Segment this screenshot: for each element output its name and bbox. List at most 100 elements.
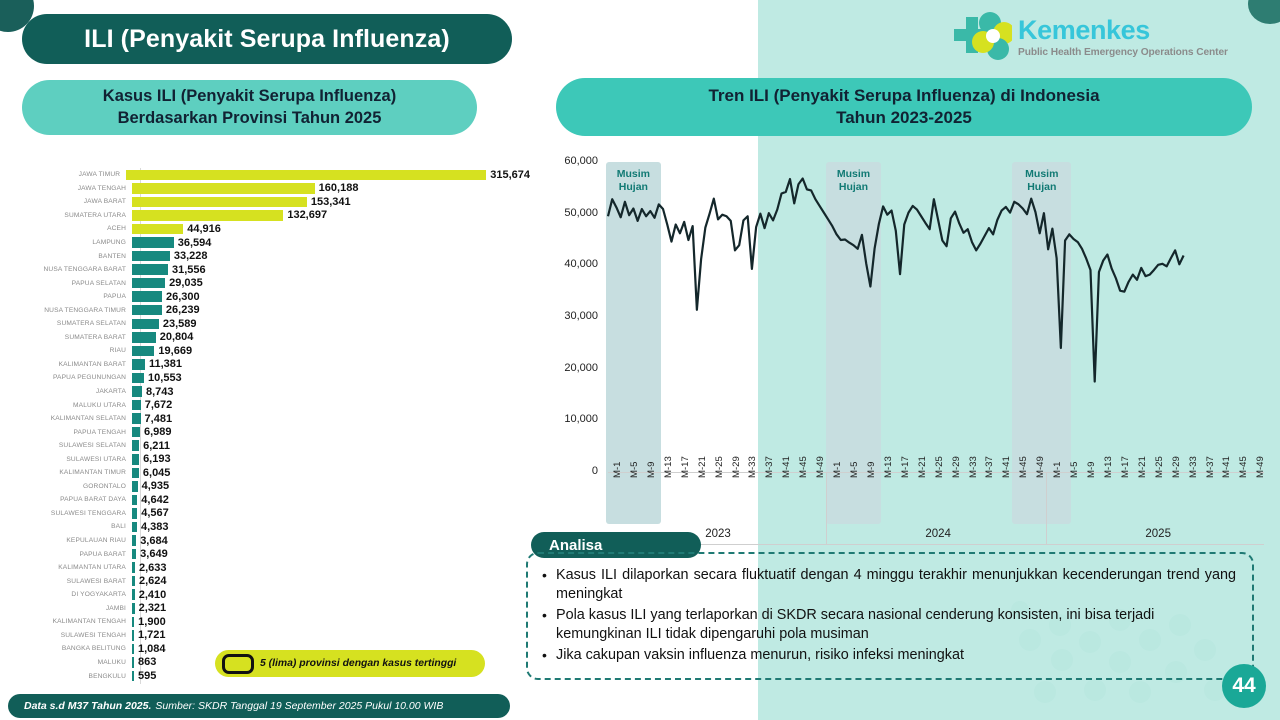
bar-fill	[132, 359, 145, 370]
bar-value-label: 2,410	[138, 588, 167, 601]
bar-value-label: 132,697	[287, 209, 328, 222]
bar-fill	[132, 643, 134, 655]
bar-fill	[132, 616, 135, 628]
bar-track: 2,321	[132, 602, 530, 616]
x-axis-tick-label: M-45	[1238, 456, 1250, 478]
bar-category-label: NUSA TENGGARA BARAT	[43, 266, 126, 274]
bar-track: 4,567	[132, 507, 530, 521]
province-bar-chart: JAWA TIMUR 315,674 JAWA TENGAH 160,188 JAWA …	[14, 168, 530, 684]
x-axis-tick-label: M-13	[1102, 456, 1114, 478]
bar-category-label: PAPUA BARAT	[79, 550, 126, 558]
bar-value-label: 11,381	[148, 358, 183, 371]
bar-category-label: ACEH	[107, 225, 126, 233]
bar-track: 31,556	[132, 263, 530, 277]
bar-fill	[132, 548, 137, 560]
bar-fill	[132, 196, 307, 208]
bar-value-label: 4,935	[141, 480, 170, 493]
bar-track: 6,211	[132, 439, 530, 453]
bar-row: SULAWESI BARAT 2,624	[14, 574, 530, 588]
bar-track: 2,624	[132, 574, 530, 588]
bar-row: KALIMANTAN UTARA 2,633	[14, 561, 530, 575]
bar-track: 160,188	[132, 182, 530, 196]
bar-row: MALUKU UTARA 7,672	[14, 398, 530, 412]
bar-track: 315,674	[126, 168, 530, 182]
x-axis-tick-label: M-25	[933, 456, 945, 478]
bar-value-label: 20,804	[159, 331, 194, 344]
bar-row: GORONTALO 4,935	[14, 480, 530, 494]
x-axis-tick-label: M-5	[628, 461, 640, 478]
x-axis-baseline	[608, 472, 1264, 473]
analysis-item-text: Pola kasus ILI yang terlaporkan di SKDR …	[556, 607, 1155, 643]
analysis-item-text: Kasus ILI dilaporkan secara fluktuatif d…	[556, 567, 1236, 603]
bar-row: PAPUA BARAT DAYA 4,642	[14, 493, 530, 507]
y-axis-tick-label: 10,000	[564, 413, 598, 426]
bar-row: DI YOGYAKARTA 2,410	[14, 588, 530, 602]
bar-value-label: 6,211	[143, 439, 170, 452]
bar-value-label: 4,642	[141, 493, 169, 506]
kemenkes-logo-text: Kemenkes Public Health Emergency Operati…	[1018, 14, 1228, 58]
bar-track: 595	[132, 669, 530, 683]
page-title: ILI (Penyakit Serupa Influenza)	[22, 14, 512, 64]
bar-value-label: 1,084	[138, 642, 166, 655]
kemenkes-wordmark: Kemenkes	[1018, 14, 1150, 45]
bar-category-label: PAPUA PEGUNUNGAN	[53, 374, 126, 382]
bar-track: 6,989	[132, 425, 530, 439]
bar-value-label: 29,035	[169, 277, 203, 290]
analysis-item: • Pola kasus ILI yang terlaporkan di SKDR…	[542, 606, 1236, 644]
bar-value-label: 23,589	[162, 317, 197, 330]
page-title-text: ILI (Penyakit Serupa Influenza)	[84, 24, 450, 53]
bar-row: JAMBI 2,321	[14, 602, 530, 616]
x-axis-tick-label: M-41	[781, 456, 793, 478]
analysis-item-text: Jika cakupan vaksin influenza menurun, r…	[556, 647, 964, 664]
bar-fill	[132, 237, 174, 248]
season-band-label: Musim Hujan	[836, 168, 871, 193]
bar-category-label: SUMATERA BARAT	[64, 333, 126, 341]
x-axis-tick-label: M-45	[1018, 456, 1030, 478]
bar-track: 23,589	[132, 317, 530, 331]
y-axis-tick-label: 30,000	[564, 310, 598, 322]
analysis-tag-label: Analisa	[549, 536, 603, 554]
bar-fill	[132, 535, 137, 546]
bar-row: BENGKULU 595	[14, 669, 530, 683]
bar-value-label: 7,672	[144, 399, 173, 412]
bar-fill	[132, 494, 138, 506]
bar-track: 3,684	[132, 534, 530, 548]
bar-row: JAWA TIMUR 315,674	[14, 168, 530, 182]
bullet-icon: •	[542, 647, 547, 664]
bar-category-label: GORONTALO	[83, 482, 126, 490]
bar-category-label: JAWA TIMUR	[78, 171, 121, 179]
bar-fill	[132, 250, 170, 262]
x-axis-tick-label: M-1	[612, 461, 623, 478]
bar-row: JAKARTA 8,743	[14, 385, 530, 399]
bar-value-label: 6,045	[142, 466, 171, 479]
bar-fill	[132, 521, 137, 533]
bar-row: BANTEN 33,228	[14, 249, 530, 263]
bar-value-label: 4,383	[140, 520, 169, 533]
bar-row: PAPUA BARAT 3,649	[14, 547, 530, 561]
x-axis-tick-label: M-21	[916, 456, 928, 478]
bullet-icon: •	[542, 607, 547, 624]
bar-value-label: 315,674	[490, 168, 530, 181]
bar-row: SUMATERA BARAT 20,804	[14, 331, 530, 345]
bar-fill	[132, 318, 159, 330]
x-axis-tick-label: M-17	[1119, 456, 1131, 478]
bar-category-label: JAKARTA	[95, 388, 126, 396]
bar-category-label: KALIMANTAN SELATAN	[50, 415, 126, 423]
bar-value-label: 8,743	[145, 385, 174, 398]
bar-value-label: 26,300	[165, 290, 200, 303]
bar-fill	[132, 399, 141, 411]
bar-row: JAWA BARAT 153,341	[14, 195, 530, 209]
bar-track: 19,669	[132, 344, 530, 358]
bar-fill	[132, 304, 162, 316]
bar-value-label: 2,321	[138, 602, 167, 615]
bar-category-label: SULAWESI TENGAH	[60, 631, 126, 639]
bar-fill	[132, 277, 166, 289]
bar-track: 11,381	[132, 358, 530, 372]
y-axis-tick-label: 20,000	[564, 361, 598, 374]
bar-value-label: 36,594	[177, 236, 212, 249]
bar-track: 29,035	[132, 276, 530, 290]
bar-category-label: PAPUA	[103, 293, 126, 301]
bar-value-label: 4,567	[141, 507, 169, 520]
x-axis-tick-label: M-49	[1035, 456, 1047, 478]
season-band-label: Musim Hujan	[1025, 168, 1059, 193]
